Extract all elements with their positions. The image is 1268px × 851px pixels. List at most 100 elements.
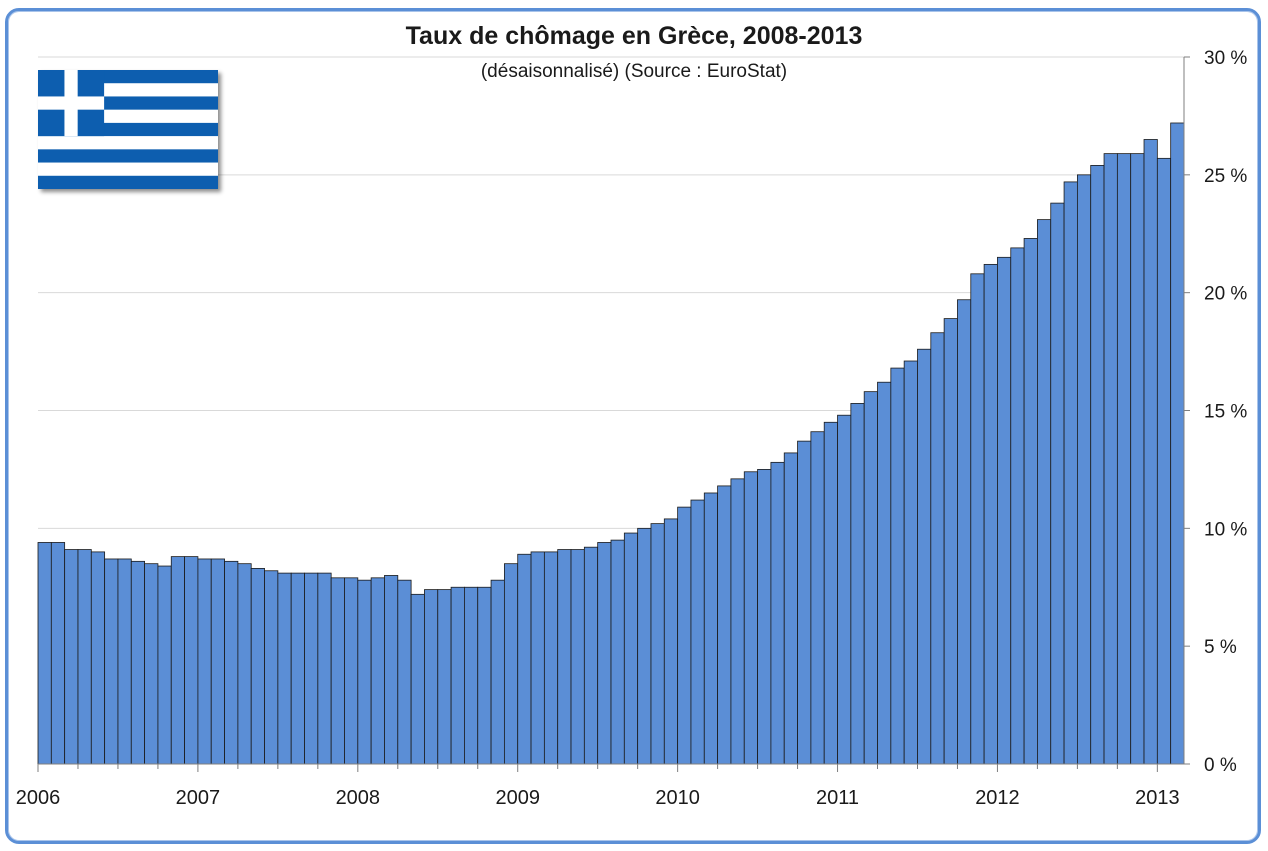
bar — [943, 318, 958, 765]
y-tick-label: 20 % — [1204, 284, 1247, 305]
x-tick-labels: 2006 2007 2008 2009 2010 2011 2012 2013 — [16, 787, 1180, 809]
bar — [770, 461, 785, 765]
bar — [677, 506, 692, 765]
bar — [983, 263, 998, 765]
bar — [823, 421, 838, 765]
bar — [623, 532, 639, 765]
bar — [1170, 122, 1185, 765]
bar — [903, 360, 918, 765]
y-tick-label: 15 % — [1204, 402, 1247, 423]
bar — [464, 586, 479, 765]
bar — [597, 542, 612, 765]
bar — [930, 332, 945, 765]
chart-title: Taux de chômage en Grèce, 2008-2013 — [405, 22, 863, 50]
y-tick-labels: 0 % 5 % 10 % 15 % 20 % 25 % 30 % — [1204, 48, 1247, 776]
bar — [357, 579, 372, 765]
bar — [570, 549, 585, 765]
flag-stripe — [38, 149, 218, 163]
bar — [837, 414, 852, 765]
bar — [957, 299, 972, 765]
bar — [877, 381, 892, 765]
bar — [197, 558, 212, 765]
x-tick-label: 2006 — [16, 787, 61, 809]
bar — [144, 563, 159, 765]
y-tick-label: 5 % — [1204, 637, 1237, 658]
bar — [344, 577, 359, 765]
bars — [37, 122, 1185, 765]
bar — [1037, 219, 1052, 765]
y-tick-label: 0 % — [1204, 755, 1237, 776]
bar — [1090, 165, 1105, 765]
bar — [1143, 139, 1158, 765]
bar — [90, 551, 106, 765]
bar — [890, 367, 905, 765]
bar — [797, 440, 812, 765]
bar — [130, 560, 146, 765]
y-tick-label: 10 % — [1204, 519, 1247, 540]
bar — [157, 565, 172, 765]
y-tick-label: 25 % — [1204, 166, 1247, 187]
bar — [610, 539, 625, 765]
bar — [1063, 181, 1078, 765]
chart-subtitle: (désaisonnalisé) (Source : EuroStat) — [480, 61, 788, 82]
bar — [104, 558, 119, 765]
bar — [663, 518, 679, 765]
bar — [917, 348, 932, 765]
bar — [1130, 153, 1145, 765]
bar — [224, 560, 239, 765]
bar — [1023, 238, 1038, 765]
bar — [330, 577, 345, 765]
bar — [1010, 247, 1025, 765]
x-tick-label: 2011 — [816, 787, 859, 809]
bar — [304, 572, 319, 765]
bar — [637, 527, 652, 765]
bar — [703, 492, 719, 765]
y-tick-label: 30 % — [1204, 48, 1247, 69]
bar — [530, 551, 545, 765]
flag-stripe — [38, 162, 218, 177]
bar — [437, 589, 452, 765]
flag-stripe — [38, 136, 218, 150]
bar — [503, 563, 519, 765]
bar — [64, 549, 79, 765]
flag-cross-horizontal — [38, 96, 105, 110]
bar — [850, 403, 865, 765]
bar — [277, 572, 292, 765]
bar — [783, 452, 798, 765]
bar — [743, 471, 758, 765]
bar — [37, 542, 52, 765]
bar — [477, 586, 492, 765]
x-tick-label: 2008 — [336, 787, 381, 809]
bar — [810, 431, 825, 765]
bar — [970, 273, 985, 765]
flag-stripe — [38, 175, 218, 189]
axes — [37, 56, 1190, 772]
bar — [517, 553, 532, 765]
bar — [290, 572, 305, 765]
bar — [184, 556, 199, 765]
bar — [397, 579, 412, 765]
bar — [490, 579, 505, 765]
greece-flag-icon — [38, 70, 218, 189]
bar — [410, 593, 425, 765]
bar — [543, 551, 559, 765]
bar — [77, 549, 92, 765]
bar — [237, 563, 252, 765]
bar — [730, 478, 745, 765]
bar — [317, 572, 332, 765]
x-tick-label: 2009 — [495, 787, 540, 809]
bar — [384, 575, 399, 765]
bar — [1156, 157, 1172, 765]
bar — [250, 567, 265, 765]
bar — [1050, 202, 1065, 765]
x-tick-label: 2007 — [176, 787, 221, 809]
bar — [863, 391, 878, 765]
x-tick-label: 2012 — [975, 787, 1020, 809]
bar — [997, 256, 1012, 765]
x-tick-label: 2013 — [1135, 787, 1180, 809]
bar — [424, 589, 439, 765]
bar — [717, 485, 732, 765]
bar — [370, 577, 385, 765]
bar — [170, 556, 185, 765]
